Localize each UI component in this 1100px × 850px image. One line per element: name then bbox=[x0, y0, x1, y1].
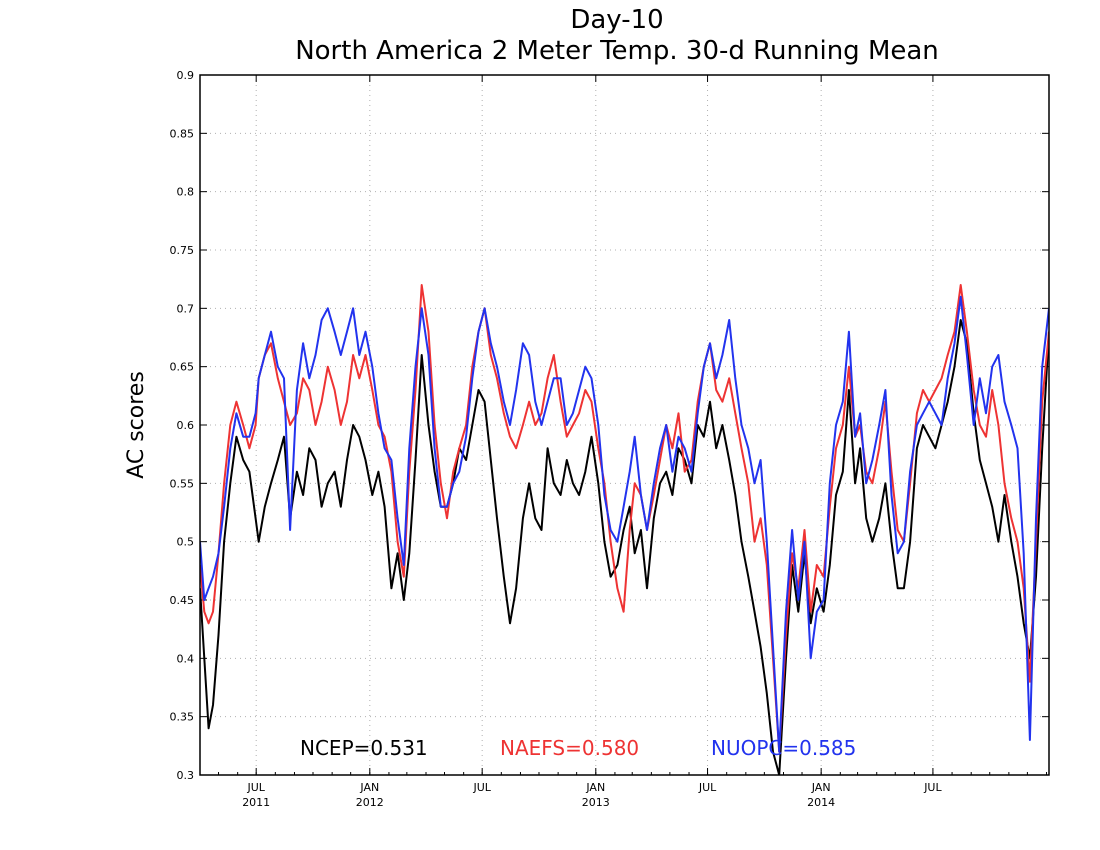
series-line-nuopc bbox=[200, 295, 1049, 753]
legend-naefs: NAEFS=0.580 bbox=[500, 736, 639, 760]
y-tick-label: 0.85 bbox=[170, 127, 195, 140]
x-tick-year-label: 2012 bbox=[356, 796, 384, 809]
y-tick-label: 0.55 bbox=[170, 477, 195, 490]
y-tick-label: 0.7 bbox=[177, 302, 195, 315]
x-tick-year-label: 2011 bbox=[242, 796, 270, 809]
chart-title: Day-10 bbox=[570, 5, 663, 35]
y-axis: 0.3 0.35 0.4 0.45 0.5 0.55 0.6 0.65 0.7 0.75 0.8 0.… bbox=[170, 69, 1049, 782]
chart-subtitle: North America 2 Meter Temp. 30-d Running… bbox=[295, 36, 939, 66]
legend-nuopc: NUOPC=0.585 bbox=[711, 736, 856, 760]
series-line-ncep bbox=[200, 319, 1049, 775]
x-axis: JUL 2011 JAN 2012 JUL JAN 2013 JUL JAN 2014 JUL bbox=[218, 75, 1048, 809]
x-tick-label: JAN bbox=[359, 781, 379, 794]
y-tick-label: 0.35 bbox=[170, 711, 195, 724]
y-tick-label: 0.8 bbox=[177, 186, 195, 199]
y-tick-label: 0.45 bbox=[170, 594, 195, 607]
y-tick-label: 0.3 bbox=[177, 769, 195, 782]
gridlines bbox=[200, 75, 1049, 775]
y-tick-label: 0.4 bbox=[177, 652, 195, 665]
y-tick-label: 0.6 bbox=[177, 419, 195, 432]
x-tick-label: JAN bbox=[585, 781, 605, 794]
legend-ncep: NCEP=0.531 bbox=[300, 736, 428, 760]
x-tick-label: JAN bbox=[811, 781, 831, 794]
x-tick-year-label: 2014 bbox=[807, 796, 835, 809]
plot-frame bbox=[199, 74, 1050, 776]
y-tick-label: 0.75 bbox=[170, 244, 195, 257]
x-tick-label: JUL bbox=[472, 781, 491, 794]
series-line-naefs bbox=[200, 284, 1049, 753]
y-tick-label: 0.9 bbox=[177, 69, 195, 82]
y-axis-label: AC scores bbox=[124, 371, 149, 479]
y-tick-label: 0.5 bbox=[177, 536, 195, 549]
series-lines bbox=[200, 284, 1049, 775]
y-tick-label: 0.65 bbox=[170, 361, 195, 374]
x-tick-label: JUL bbox=[698, 781, 717, 794]
x-tick-label: JUL bbox=[923, 781, 942, 794]
x-tick-year-label: 2013 bbox=[582, 796, 610, 809]
x-tick-label: JUL bbox=[246, 781, 265, 794]
